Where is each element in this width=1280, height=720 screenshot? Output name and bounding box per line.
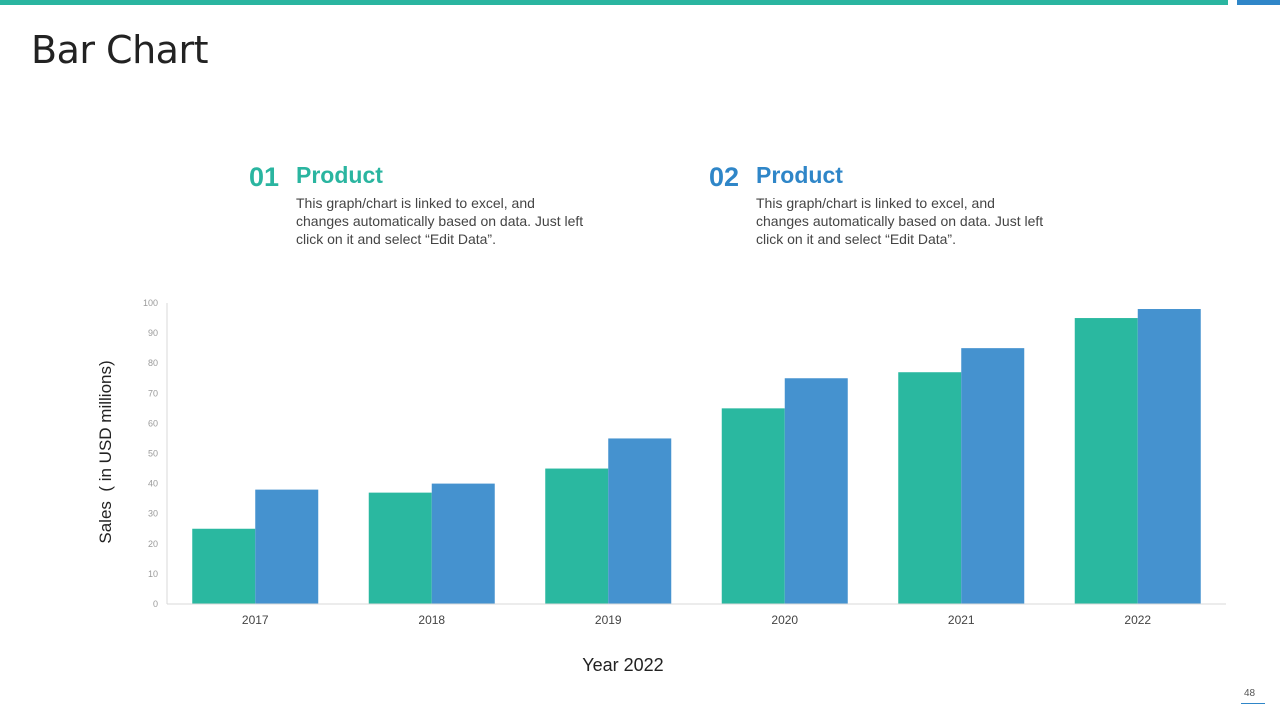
top-accent-bar-blue [1237,0,1280,5]
x-axis-ticks: 2017 2018 2019 2020 2021 2022 [242,613,1152,627]
bar-2018-series-2 [431,483,495,604]
bar-2021-series-1 [898,372,962,604]
y-tick-label: 80 [148,358,158,368]
x-tick-label: 2019 [595,613,622,627]
bar-2019-series-1 [545,468,609,604]
legend-number-1: 01 [249,162,280,192]
legend-number-2: 02 [709,162,740,192]
bar-2021-series-2 [961,348,1025,604]
y-tick-label: 10 [148,569,158,579]
chart-bars [192,309,1201,604]
x-tick-label: 2021 [948,613,975,627]
bar-2022-series-2 [1137,309,1201,604]
y-tick-label: 20 [148,539,158,549]
page-number: 48 [1244,688,1256,699]
x-tick-label: 2022 [1124,613,1151,627]
y-axis-ticks: 0 10 20 30 40 50 60 70 80 90 100 [143,298,158,609]
page-number-underline [1241,703,1265,704]
x-tick-label: 2018 [418,613,445,627]
x-tick-label: 2020 [771,613,798,627]
bar-2017-series-1 [192,528,256,604]
bar-2020-series-2 [784,378,848,604]
bar-2017-series-2 [255,489,319,604]
y-axis-label: Sales ( in USD millions) [96,360,115,543]
y-tick-label: 70 [148,388,158,398]
bar-2022-series-1 [1074,318,1138,604]
y-tick-label: 60 [148,418,158,428]
x-tick-label: 2017 [242,613,269,627]
bar-2018-series-1 [368,492,432,604]
legend-heading-2: Product [756,162,843,188]
bar-2020-series-1 [721,408,785,604]
bar-2019-series-2 [608,438,672,604]
y-tick-label: 40 [148,479,158,489]
slide-title: Bar Chart [31,28,208,72]
legend-description-2: This graph/chart is linked to excel, and… [756,195,1044,247]
legend-description-1: This graph/chart is linked to excel, and… [296,195,584,247]
y-tick-label: 100 [143,298,158,308]
y-tick-label: 90 [148,328,158,338]
y-tick-label: 0 [153,599,158,609]
top-accent-bar-teal [0,0,1228,5]
y-tick-label: 50 [148,449,158,459]
legend-heading-1: Product [296,162,383,188]
y-tick-label: 30 [148,509,158,519]
x-axis-label: Year 2022 [582,655,663,675]
